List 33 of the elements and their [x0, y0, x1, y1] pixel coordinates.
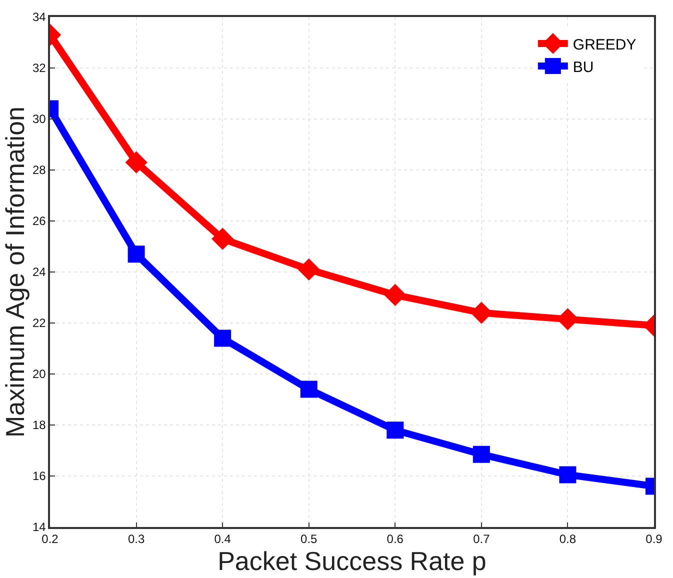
y-tick-label: 18 [32, 418, 46, 432]
point [386, 422, 404, 439]
x-tick-label: 0.6 [386, 532, 404, 546]
y-tick-label: 26 [32, 214, 46, 228]
legend-label: BU [572, 58, 594, 76]
y-tick-label: 22 [32, 316, 46, 330]
point [214, 330, 232, 347]
x-tick-label: 0.3 [128, 532, 145, 546]
y-tick-label: 34 [32, 10, 46, 24]
x-tick-label: 0.4 [214, 532, 232, 546]
x-tick-label: 0.5 [300, 532, 318, 546]
y-axis-title: Maximum Age of Information [0, 106, 30, 438]
point [559, 466, 576, 484]
y-tick-label: 32 [32, 61, 46, 76]
point [384, 284, 406, 306]
y-tick-label: 14 [32, 520, 46, 534]
x-tick-label: 0.2 [42, 532, 59, 546]
point [128, 246, 145, 263]
x-tick-label: 0.7 [473, 532, 490, 546]
point [300, 380, 318, 398]
y-tick-label: 28 [32, 163, 46, 178]
y-tick-label: 20 [32, 367, 46, 382]
y-tick-label: 24 [32, 265, 46, 280]
x-axis-title: Packet Success Rate p [218, 546, 486, 576]
point [212, 228, 234, 250]
x-tick-label: 0.9 [646, 532, 663, 546]
y-tick-label: 16 [32, 469, 46, 484]
x-tick-label: 0.8 [559, 532, 576, 546]
point [472, 446, 490, 463]
point [298, 258, 320, 280]
legend-label: GREEDY [572, 36, 636, 54]
point [125, 151, 148, 174]
y-tick-label: 30 [32, 112, 46, 126]
